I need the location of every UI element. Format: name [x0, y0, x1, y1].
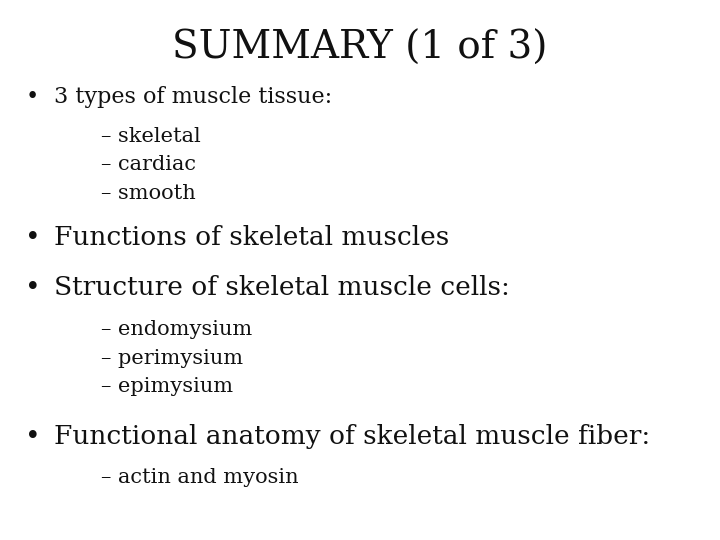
Text: – perimysium: – perimysium [101, 348, 243, 368]
Text: – smooth: – smooth [101, 184, 196, 203]
Text: Functions of skeletal muscles: Functions of skeletal muscles [54, 225, 449, 250]
Text: – actin and myosin: – actin and myosin [101, 468, 298, 488]
Text: – epimysium: – epimysium [101, 377, 233, 396]
Text: •: • [25, 275, 41, 300]
Text: – skeletal: – skeletal [101, 126, 201, 146]
Text: – endomysium: – endomysium [101, 320, 252, 339]
Text: •: • [25, 424, 41, 449]
Text: – cardiac: – cardiac [101, 155, 196, 174]
Text: Functional anatomy of skeletal muscle fiber:: Functional anatomy of skeletal muscle fi… [54, 424, 650, 449]
Text: •: • [25, 86, 38, 108]
Text: •: • [25, 225, 41, 250]
Text: Structure of skeletal muscle cells:: Structure of skeletal muscle cells: [54, 275, 510, 300]
Text: SUMMARY (1 of 3): SUMMARY (1 of 3) [172, 30, 548, 67]
Text: 3 types of muscle tissue:: 3 types of muscle tissue: [54, 86, 332, 108]
